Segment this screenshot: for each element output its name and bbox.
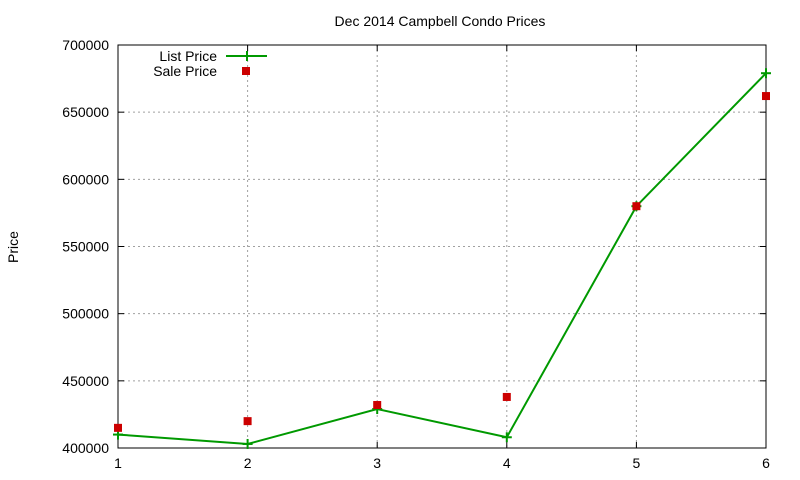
- plot-frame: [117, 44, 767, 449]
- x-axis-ticks: 1 2 3 4 5 6: [114, 45, 770, 471]
- x-tick-label: 2: [244, 455, 252, 471]
- gridlines: [118, 45, 766, 448]
- y-axis-ticks: 400000 450000 500000 550000 600000 650000 7000…: [62, 37, 766, 456]
- series-line-list-price: [117, 72, 767, 445]
- x-tick-label: 6: [762, 455, 770, 471]
- x-tick-label: 1: [114, 455, 122, 471]
- x-tick-label: 5: [633, 455, 641, 471]
- y-tick-label: 500000: [62, 306, 109, 322]
- x-tick-label: 4: [503, 455, 511, 471]
- y-axis-label: Price: [5, 231, 21, 263]
- legend-label-list-price: List Price: [159, 48, 217, 64]
- legend-label-sale-price: Sale Price: [153, 63, 217, 79]
- sale-price-point: [632, 202, 641, 211]
- sale-price-point: [502, 392, 511, 401]
- legend-marker-sale-price: [242, 67, 250, 75]
- chart-title: Dec 2014 Campbell Condo Prices: [335, 13, 546, 29]
- list-price-point: [501, 432, 512, 443]
- y-tick-label: 600000: [62, 171, 109, 187]
- sale-price-point: [243, 417, 252, 426]
- y-tick-label: 550000: [62, 239, 109, 255]
- sale-price-point: [373, 401, 382, 410]
- list-price-point: [242, 438, 253, 449]
- sale-price-point: [114, 423, 122, 432]
- legend: List Price Sale Price: [153, 48, 267, 79]
- sale-price-point: [762, 92, 770, 101]
- x-tick-label: 3: [373, 455, 381, 471]
- series-layer: [113, 68, 771, 449]
- y-tick-label: 400000: [62, 440, 109, 456]
- list-price-point: [761, 68, 771, 79]
- y-tick-label: 650000: [62, 104, 109, 120]
- y-tick-label: 700000: [62, 37, 109, 53]
- y-tick-label: 450000: [62, 373, 109, 389]
